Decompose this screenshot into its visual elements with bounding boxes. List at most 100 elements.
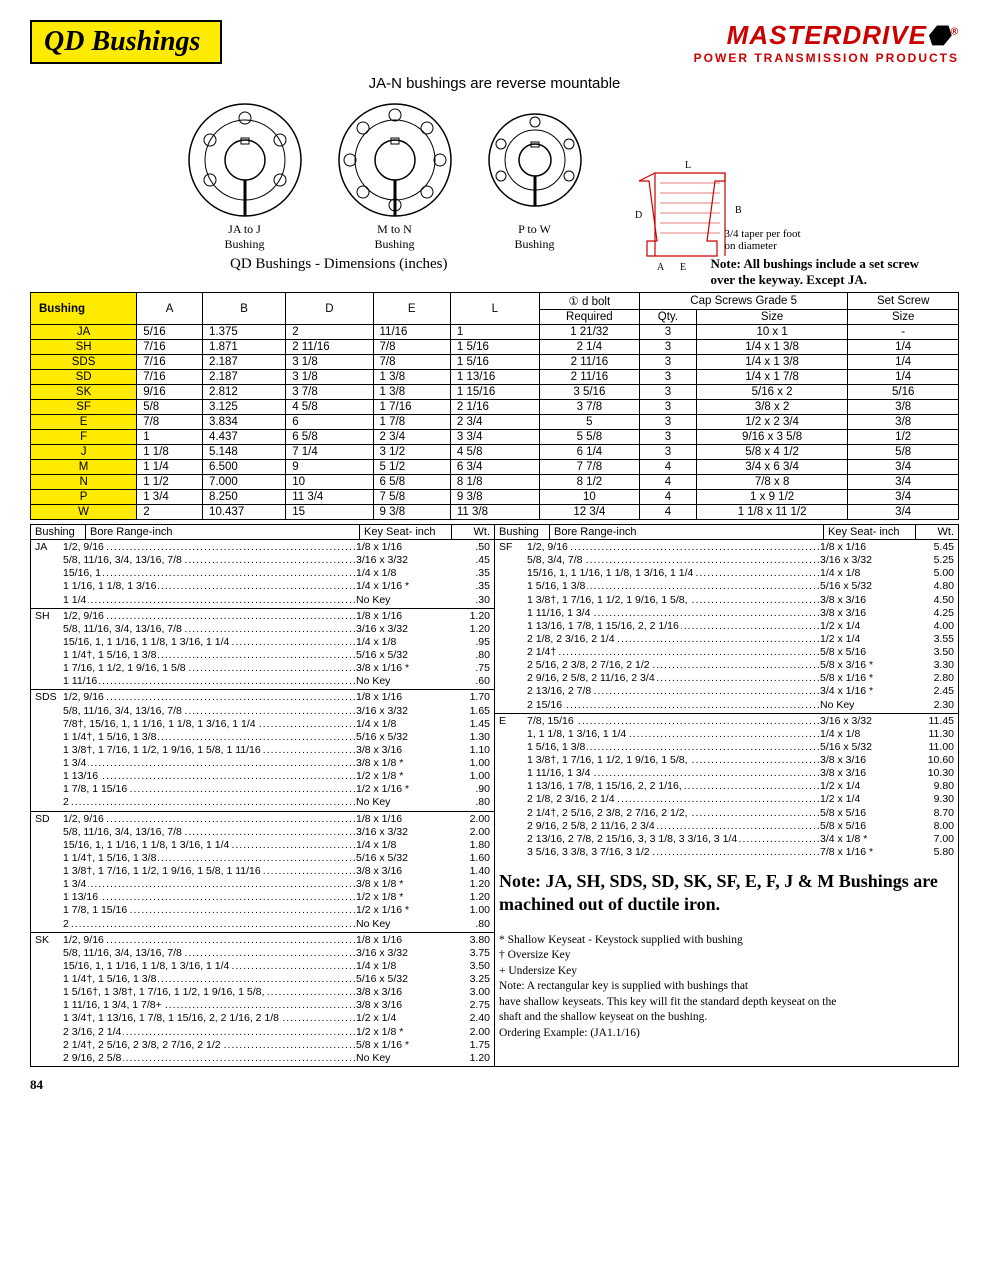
brand-sub: POWER TRANSMISSION PRODUCTS — [694, 51, 959, 65]
bore-row: 5/8, 11/16, 3/4, 13/16, 7/83/16 x 3/32.4… — [31, 554, 494, 567]
bore-row: SDS1/2, 9/161/8 x 1/161.70 — [31, 691, 494, 704]
bore-row: 2 3/16, 2 1/41/2 x 1/8 *2.00 — [31, 1026, 494, 1039]
bore-row: 2 1/4†, 2 5/16, 2 3/8, 2 7/16, 2 1/2,5/8… — [495, 807, 958, 820]
footnote-line: have shallow keyseats. This key will fit… — [499, 995, 954, 1011]
table-row: W210.437159 3/811 3/812 3/441 1/8 x 11 1… — [31, 505, 959, 520]
bore-row: 1 5/16, 1 3/85/16 x 5/3211.00 — [495, 741, 958, 754]
bore-row: 1 3/8†, 1 7/16, 1 1/2, 1 9/16, 1 5/8,3/8… — [495, 594, 958, 607]
table-row: SF5/83.1254 5/81 7/162 1/163 7/833/8 x 2… — [31, 400, 959, 415]
keyway-note: Note: All bushings include a set screw o… — [711, 256, 920, 288]
bore-row: 5/8, 11/16, 3/4, 13/16, 7/83/16 x 3/321.… — [31, 705, 494, 718]
footnote-line: shaft and the shallow keyseat on the bus… — [499, 1010, 954, 1026]
bore-row: 2No Key.80 — [31, 918, 494, 931]
bore-row: SK1/2, 9/161/8 x 1/163.80 — [31, 934, 494, 947]
page-number: 84 — [30, 1077, 959, 1093]
footnote-line: + Undersize Key — [499, 964, 954, 980]
bore-row: 1 1/4No Key.30 — [31, 594, 494, 607]
gear-icon: ⬣ — [927, 20, 951, 50]
footnote-line: † Oversize Key — [499, 948, 954, 964]
bore-row: 1 13/161/2 x 1/8 *1.00 — [31, 770, 494, 783]
bore-group: SK1/2, 9/161/8 x 1/163.805/8, 11/16, 3/4… — [31, 933, 494, 1066]
page-title: QD Bushings — [30, 20, 222, 64]
bore-row: 1 1/4†, 1 5/16, 1 3/85/16 x 5/321.60 — [31, 852, 494, 865]
bore-row: 1 13/16, 1 7/8, 1 15/16, 2, 2 1/16,1/2 x… — [495, 780, 958, 793]
svg-text:E: E — [680, 262, 686, 273]
bore-group: SDS1/2, 9/161/8 x 1/161.705/8, 11/16, 3/… — [31, 690, 494, 811]
svg-text:D: D — [635, 210, 642, 221]
table-row: P1 3/48.25011 3/47 5/89 3/81041 x 9 1/23… — [31, 490, 959, 505]
bore-row: 2 13/16, 2 7/83/4 x 1/16 *2.45 — [495, 685, 958, 698]
bore-row: 2 1/8, 2 3/16, 2 1/41/2 x 1/49.30 — [495, 793, 958, 806]
table-row: SDS7/162.1873 1/87/81 5/162 11/1631/4 x … — [31, 355, 959, 370]
bore-row: 2 9/16, 2 5/8No Key1.20 — [31, 1052, 494, 1065]
footnote-line: Note: A rectangular key is supplied with… — [499, 979, 954, 995]
bore-group: SF1/2, 9/161/8 x 1/165.455/8, 3/4, 7/83/… — [495, 540, 958, 714]
table-row: SH7/161.8712 11/167/81 5/162 1/431/4 x 1… — [31, 340, 959, 355]
brand-name: MASTERDRIVE — [727, 20, 927, 50]
bore-row: 1 3/4†, 1 13/16, 1 7/8, 1 15/16, 2, 2 1/… — [31, 1012, 494, 1025]
bore-row: 1 3/43/8 x 1/8 *1.20 — [31, 878, 494, 891]
dimensions-table: Bushing A B D E L ① d bolt Cap Screws Gr… — [30, 292, 959, 520]
bore-row: 3 5/16, 3 3/8, 3 7/16, 3 1/27/8 x 1/16 *… — [495, 846, 958, 859]
svg-text:B: B — [735, 205, 742, 216]
bushing-diagram-ja-j — [185, 100, 305, 220]
bore-row: 2 15/16No Key2.30 — [495, 699, 958, 712]
bore-row: 1 11/16No Key.60 — [31, 675, 494, 688]
table-row: SK9/162.8123 7/81 3/81 15/163 5/1635/16 … — [31, 385, 959, 400]
bore-group: E7/8, 15/163/16 x 3/3211.451, 1 1/8, 1 3… — [495, 714, 958, 860]
footnotes: * Shallow Keyseat - Keystock supplied wi… — [499, 933, 954, 1042]
svg-text:A: A — [657, 262, 665, 273]
bore-group: SD1/2, 9/161/8 x 1/162.005/8, 11/16, 3/4… — [31, 812, 494, 933]
bore-row: 15/16, 1, 1 1/16, 1 1/8, 1 3/16, 1 1/41/… — [31, 636, 494, 649]
bore-row: 2 5/16, 2 3/8, 2 7/16, 2 1/25/8 x 3/16 *… — [495, 659, 958, 672]
bore-row: 15/16, 11/4 x 1/8.35 — [31, 567, 494, 580]
table-row: E7/83.83461 7/82 3/4531/2 x 2 3/43/8 — [31, 415, 959, 430]
bore-row: SD1/2, 9/161/8 x 1/162.00 — [31, 813, 494, 826]
bore-row: 1 13/161/2 x 1/8 *1.20 — [31, 891, 494, 904]
bore-row: 2No Key.80 — [31, 796, 494, 809]
diagram-row: JA to JBushing M to NBushing P to WBushi… — [30, 100, 959, 252]
bore-row: 15/16, 1, 1 1/16, 1 1/8, 1 3/16, 1 1/41/… — [495, 567, 958, 580]
bore-row: 1 7/8, 1 15/161/2 x 1/16 *1.00 — [31, 904, 494, 917]
bore-row: 1 5/16, 1 3/85/16 x 5/324.80 — [495, 580, 958, 593]
bore-row: 1 3/8†, 1 7/16, 1 1/2, 1 9/16, 1 5/8, 1 … — [31, 744, 494, 757]
dimensions-caption: QD Bushings - Dimensions (inches) — [230, 256, 448, 273]
bore-group: JA1/2, 9/161/8 x 1/16.505/8, 11/16, 3/4,… — [31, 540, 494, 609]
bore-row: SF1/2, 9/161/8 x 1/165.45 — [495, 541, 958, 554]
bore-row: 2 13/16, 2 7/8, 2 15/16, 3, 3 1/8, 3 3/1… — [495, 833, 958, 846]
bushing-diagram-p-w — [485, 100, 585, 220]
bore-row: JA1/2, 9/161/8 x 1/16.50 — [31, 541, 494, 554]
table-row: J1 1/85.1487 1/43 1/24 5/86 1/435/8 x 4 … — [31, 445, 959, 460]
bore-group: SH1/2, 9/161/8 x 1/161.205/8, 11/16, 3/4… — [31, 609, 494, 691]
table-row: N1 1/27.000106 5/88 1/88 1/247/8 x 83/4 — [31, 475, 959, 490]
brand-block: MASTERDRIVE⬣® POWER TRANSMISSION PRODUCT… — [694, 20, 959, 65]
table-row: F14.4376 5/82 3/43 3/45 5/839/16 x 3 5/8… — [31, 430, 959, 445]
bore-row: 1 1/4†, 1 5/16, 1 3/85/16 x 5/323.25 — [31, 973, 494, 986]
bore-row: 15/16, 1, 1 1/16, 1 1/8, 1 3/16, 1 1/41/… — [31, 960, 494, 973]
footnote-line: * Shallow Keyseat - Keystock supplied wi… — [499, 933, 954, 949]
bore-row: 1 1/4†, 1 5/16, 1 3/85/16 x 5/321.30 — [31, 731, 494, 744]
bore-row: 2 9/16, 2 5/8, 2 11/16, 2 3/45/8 x 1/16 … — [495, 672, 958, 685]
bore-row: 1 3/43/8 x 1/8 *1.00 — [31, 757, 494, 770]
bore-row: 7/8†, 15/16, 1, 1 1/16, 1 1/8, 1 3/16, 1… — [31, 718, 494, 731]
taper-note: 3/4 taper per footon diameter — [725, 228, 805, 252]
bore-row: 1, 1 1/8, 1 3/16, 1 1/41/4 x 1/811.30 — [495, 728, 958, 741]
bore-row: 1 13/16, 1 7/8, 1 15/16, 2, 2 1/161/2 x … — [495, 620, 958, 633]
bore-row: 1 3/8†, 1 7/16, 1 1/2, 1 9/16, 1 5/8, 1 … — [31, 865, 494, 878]
bore-row: 2 1/4†5/8 x 5/163.50 — [495, 646, 958, 659]
bore-tables: Bushing Bore Range-inch Key Seat- inch W… — [30, 524, 959, 1067]
svg-text:L: L — [685, 160, 691, 171]
table-row: JA5/161.375211/1611 21/32310 x 1- — [31, 325, 959, 340]
bore-row: 5/8, 11/16, 3/4, 13/16, 7/83/16 x 3/321.… — [31, 623, 494, 636]
bore-row: 5/8, 11/16, 3/4, 13/16, 7/83/16 x 3/323.… — [31, 947, 494, 960]
bore-row: 1 3/8†, 1 7/16, 1 1/2, 1 9/16, 1 5/8,3/8… — [495, 754, 958, 767]
bore-row: 5/8, 3/4, 7/83/16 x 3/325.25 — [495, 554, 958, 567]
bore-row: 1 5/16†, 1 3/8†, 1 7/16, 1 1/2, 1 9/16, … — [31, 986, 494, 999]
bore-row: 2 1/4†, 2 5/16, 2 3/8, 2 7/16, 2 1/25/8 … — [31, 1039, 494, 1052]
bore-row: 1 11/16, 1 3/43/8 x 3/164.25 — [495, 607, 958, 620]
subtitle: JA-N bushings are reverse mountable — [30, 75, 959, 92]
bore-row: 1 1/4†, 1 5/16, 1 3/85/16 x 5/32.80 — [31, 649, 494, 662]
bushing-diagram-m-n — [335, 100, 455, 220]
bore-row: 1 11/16, 1 3/4, 1 7/8+3/8 x 3/162.75 — [31, 999, 494, 1012]
bore-row: 1 1/16, 1 1/8, 1 3/161/4 x 1/16 *.35 — [31, 580, 494, 593]
